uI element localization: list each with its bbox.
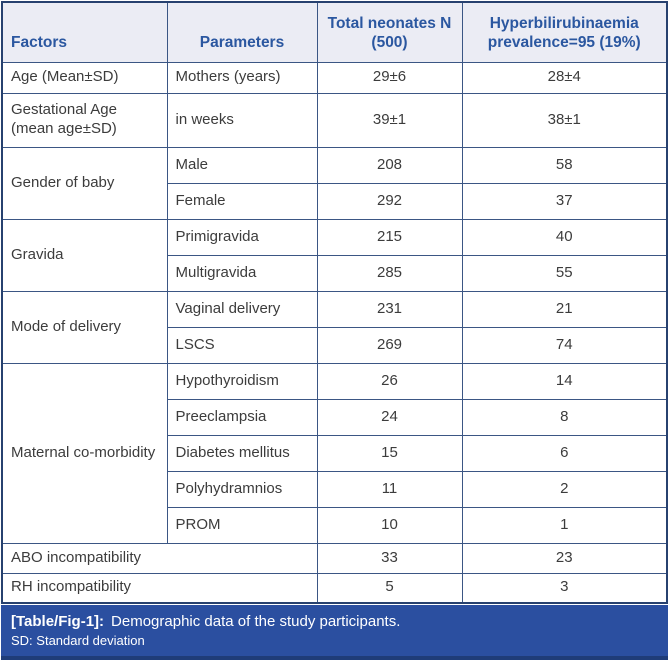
total-cell: 39±1	[316, 92, 463, 148]
total-cell: 292	[316, 182, 463, 220]
col-header-parameters: Parameters	[166, 1, 318, 63]
header-row: Factors Parameters Total neonates N (500…	[1, 1, 668, 63]
prevalence-cell: 14	[461, 362, 668, 400]
table-row: Age (Mean±SD) Mothers (years) 29±6 28±4	[1, 61, 668, 94]
col-header-factors: Factors	[1, 1, 168, 63]
prevalence-cell: 1	[461, 506, 668, 544]
prevalence-cell: 3	[461, 572, 668, 604]
table-caption: [Table/Fig-1]: Demographic data of the st…	[1, 605, 668, 660]
total-cell: 215	[316, 218, 463, 256]
total-cell: 33	[316, 542, 463, 574]
prevalence-cell: 55	[461, 254, 668, 292]
prevalence-cell: 21	[461, 290, 668, 328]
prevalence-cell: 8	[461, 398, 668, 436]
parameter-cell: Preeclampsia	[166, 398, 318, 436]
factor-cell: Gender of baby	[1, 146, 168, 220]
factor-cell: Gravida	[1, 218, 168, 292]
parameter-cell: Female	[166, 182, 318, 220]
total-cell: 26	[316, 362, 463, 400]
table-row: Mode of delivery Vaginal delivery 231 21	[1, 290, 668, 364]
table-row: LSCS 269 74	[2, 326, 668, 364]
total-cell: 11	[316, 470, 463, 508]
total-cell: 24	[316, 398, 463, 436]
parameter-cell: Vaginal delivery	[166, 290, 318, 328]
total-cell: 10	[316, 506, 463, 544]
table-row: RH incompatibility 5 3	[1, 572, 668, 604]
parameter-cell: Primigravida	[166, 218, 318, 256]
factor-cell: RH incompatibility	[1, 572, 318, 604]
prevalence-cell: 23	[461, 542, 668, 574]
parameter-cell: Hypothyroidism	[166, 362, 318, 400]
table-row: Gender of baby Male 208 58	[1, 146, 668, 220]
parameter-cell: Mothers (years)	[166, 61, 318, 94]
caption-text: Demographic data of the study participan…	[111, 613, 401, 630]
total-cell: 5	[316, 572, 463, 604]
prevalence-cell: 37	[461, 182, 668, 220]
table-row: ABO incompatibility 33 23	[1, 542, 668, 574]
parameter-cell: Polyhydramnios	[166, 470, 318, 508]
factor-cell: Age (Mean±SD)	[1, 61, 168, 94]
total-cell: 285	[316, 254, 463, 292]
prevalence-cell: 2	[461, 470, 668, 508]
factor-cell: Gestational Age (mean age±SD)	[1, 92, 168, 148]
factor-cell: Maternal co-morbidity	[1, 362, 168, 544]
demographics-table: Factors Parameters Total neonates N (500…	[1, 1, 668, 604]
col-header-total-neonates: Total neonates N (500)	[316, 1, 463, 63]
parameter-cell: in weeks	[166, 92, 318, 148]
prevalence-cell: 58	[461, 146, 668, 184]
caption-tag: [Table/Fig-1]:	[11, 613, 105, 630]
total-cell: 15	[316, 434, 463, 472]
table-row: Multigravida 285 55	[2, 254, 668, 292]
caption-footnote: SD: Standard deviation	[11, 632, 145, 648]
prevalence-cell: 40	[461, 218, 668, 256]
table-row: Preeclampsia 24 8	[2, 398, 668, 436]
table-row: Maternal co-morbidity Hypothyroidism 26 …	[1, 362, 668, 544]
parameter-cell: LSCS	[166, 326, 318, 364]
prevalence-cell: 6	[461, 434, 668, 472]
table-row: Gravida Primigravida 215 40	[1, 218, 668, 292]
prevalence-cell: 28±4	[461, 61, 668, 94]
table-row: Gestational Age (mean age±SD) in weeks 3…	[1, 92, 668, 148]
total-cell: 231	[316, 290, 463, 328]
prevalence-cell: 38±1	[461, 92, 668, 148]
parameter-cell: Multigravida	[166, 254, 318, 292]
parameter-cell: PROM	[166, 506, 318, 544]
total-cell: 269	[316, 326, 463, 364]
col-header-prevalence: Hyperbilirubinaemia prevalence=95 (19%)	[461, 1, 668, 63]
table-row: Female 292 37	[2, 182, 668, 220]
total-cell: 208	[316, 146, 463, 184]
factor-cell: Mode of delivery	[1, 290, 168, 364]
factor-cell: ABO incompatibility	[1, 542, 318, 574]
caption-title: [Table/Fig-1]: Demographic data of the st…	[11, 612, 658, 632]
prevalence-cell: 74	[461, 326, 668, 364]
parameter-cell: Male	[166, 146, 318, 184]
total-cell: 29±6	[316, 61, 463, 94]
table-row: Polyhydramnios 11 2	[2, 470, 668, 508]
parameter-cell: Diabetes mellitus	[166, 434, 318, 472]
